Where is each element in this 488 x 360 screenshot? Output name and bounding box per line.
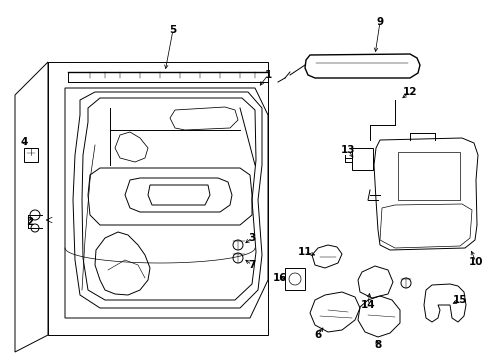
Text: 1: 1 <box>264 70 271 80</box>
Text: 3: 3 <box>248 233 255 243</box>
Text: 2: 2 <box>26 217 34 227</box>
Text: 14: 14 <box>360 300 375 310</box>
Text: 10: 10 <box>468 257 482 267</box>
Text: 16: 16 <box>272 273 286 283</box>
Text: 8: 8 <box>374 340 381 350</box>
Text: 6: 6 <box>314 330 321 340</box>
Text: 15: 15 <box>452 295 467 305</box>
Text: 13: 13 <box>340 145 354 155</box>
Text: 12: 12 <box>402 87 416 97</box>
Text: 9: 9 <box>376 17 383 27</box>
Text: 11: 11 <box>297 247 312 257</box>
Text: 7: 7 <box>248 260 255 270</box>
Text: 4: 4 <box>20 137 28 147</box>
Text: 5: 5 <box>169 25 176 35</box>
